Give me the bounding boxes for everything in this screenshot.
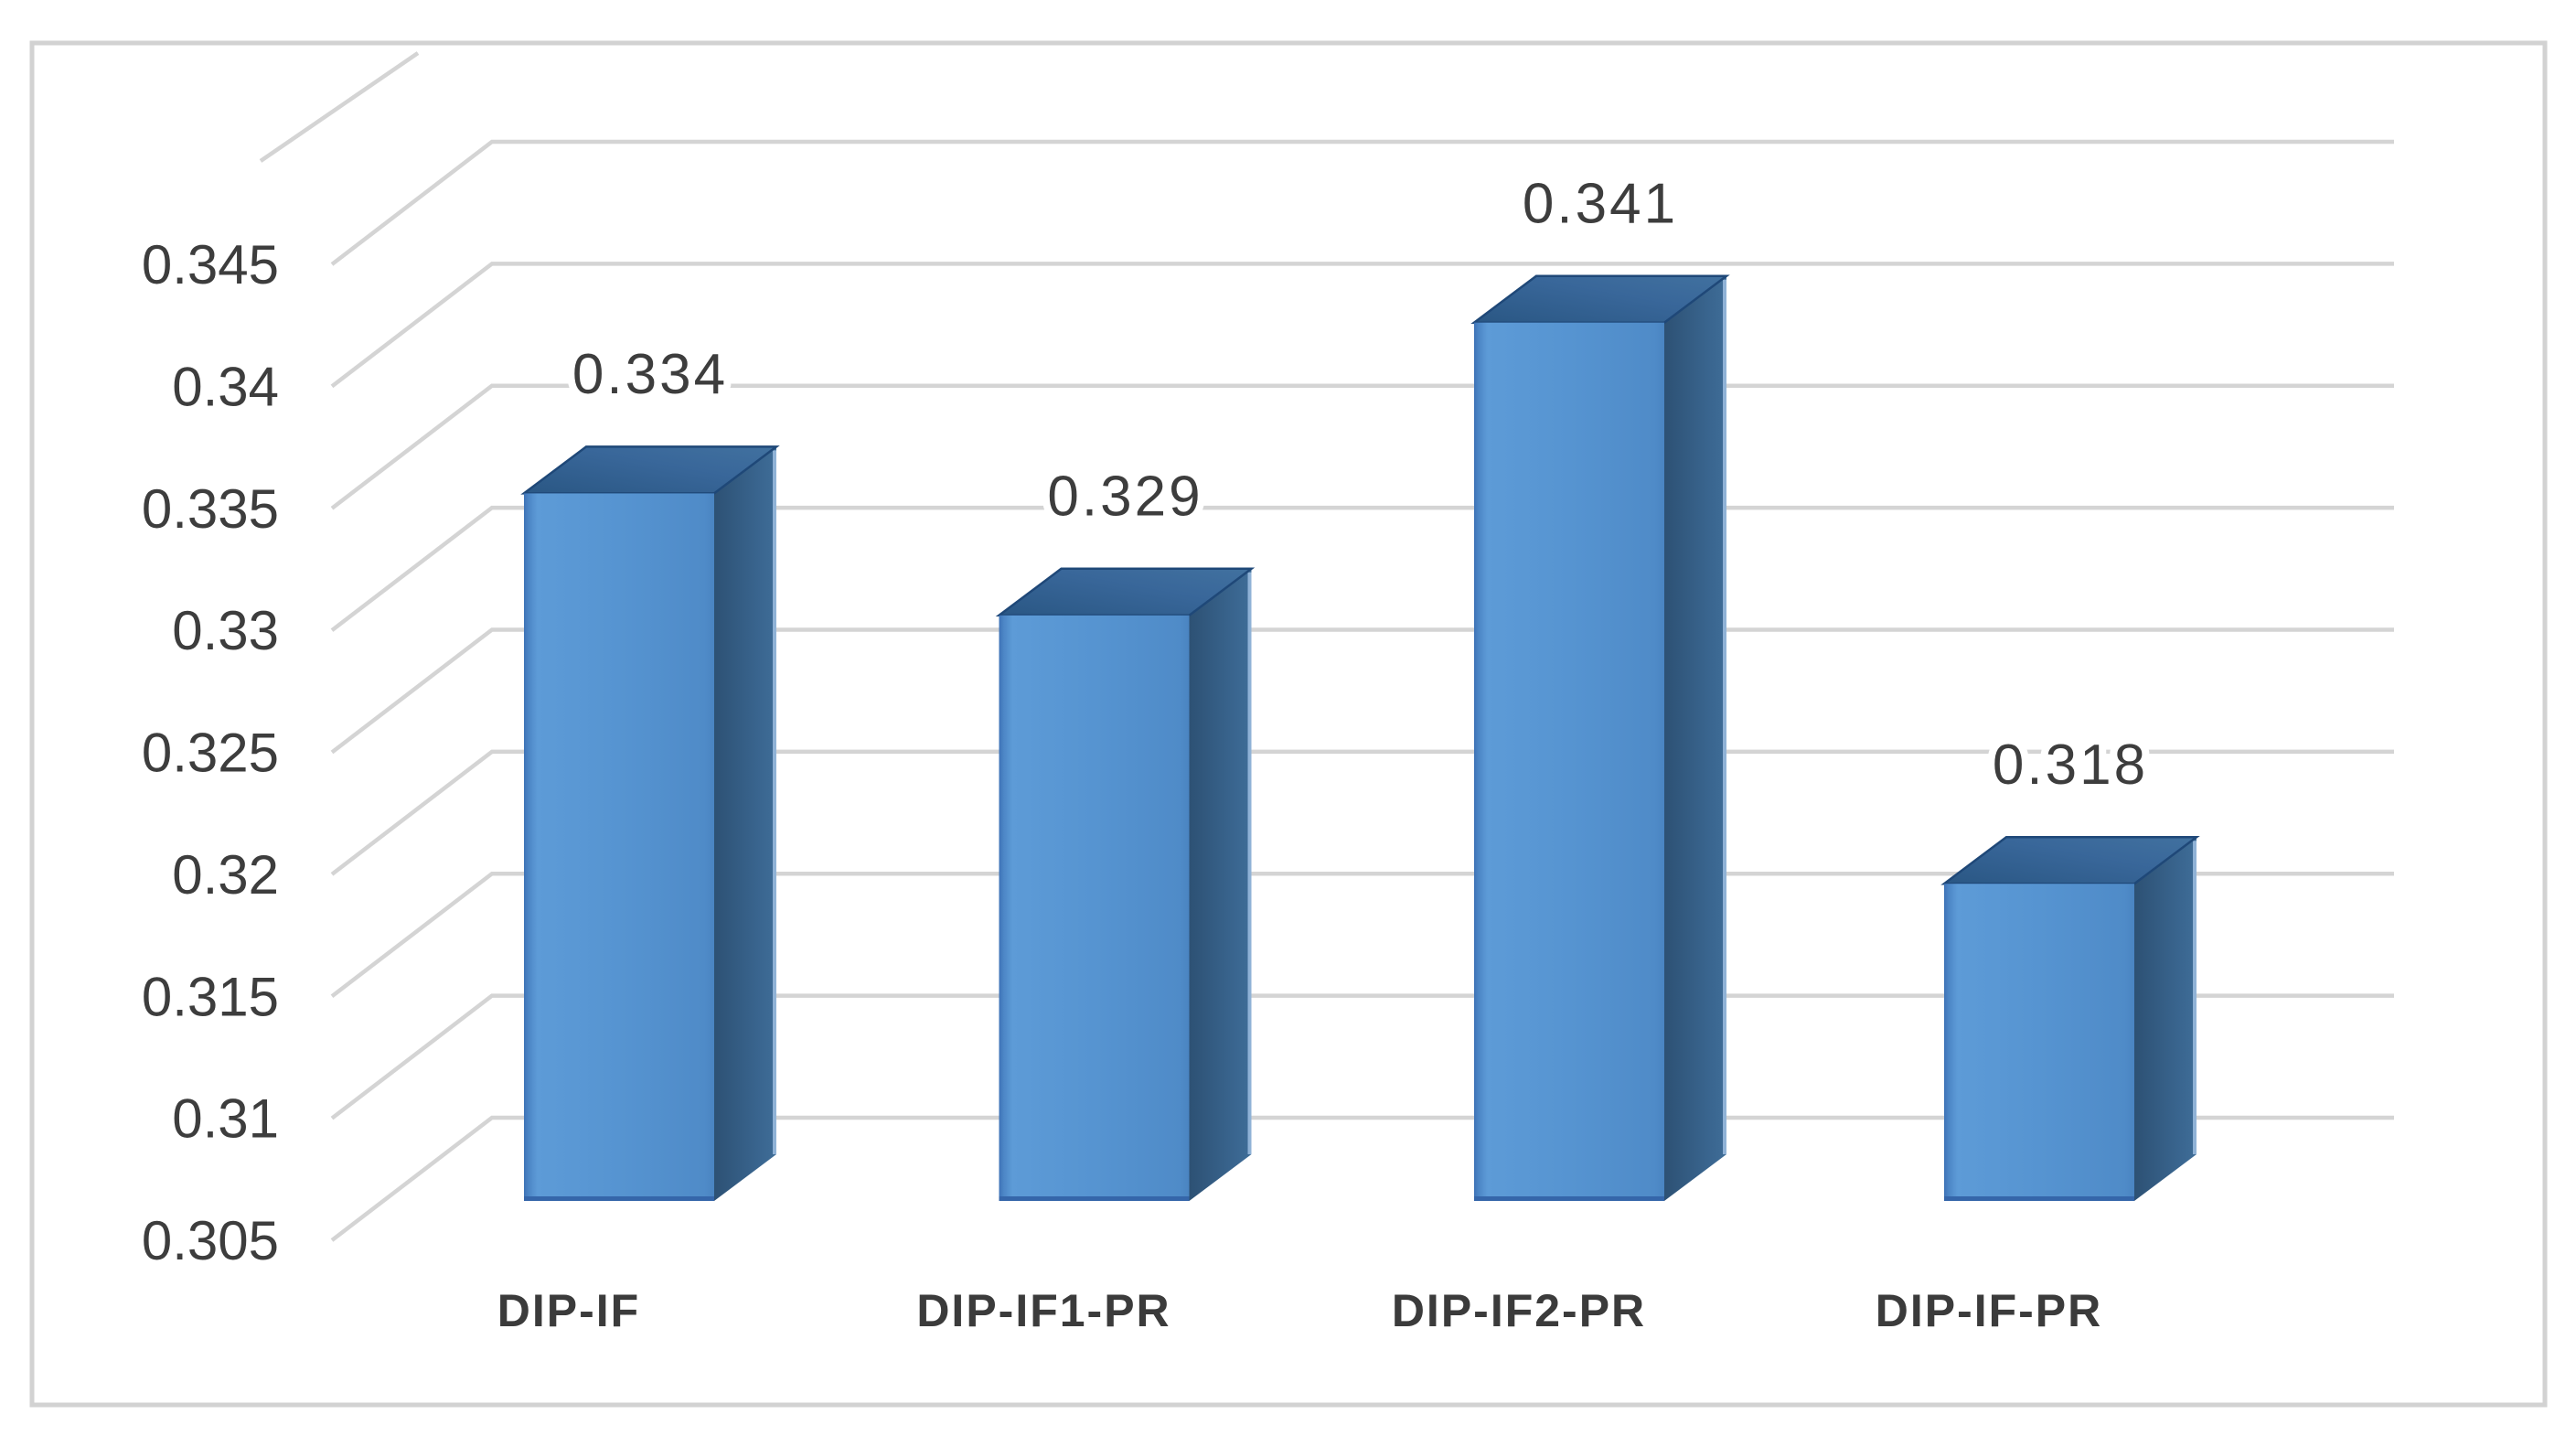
gridline bbox=[330, 1115, 2394, 1242]
bar-bottom-edge bbox=[1944, 1196, 2134, 1201]
y-axis-tick-labels: 0.345 0.34 0.335 0.33 0.325 0.32 0.315 0.31 0.30… bbox=[142, 234, 279, 1271]
gridline bbox=[330, 627, 2394, 755]
bar bbox=[520, 445, 780, 1201]
axis-tick-label: 0.345 bbox=[142, 234, 279, 295]
bar-side-face bbox=[714, 446, 776, 1201]
bar-side-face bbox=[2134, 837, 2197, 1201]
bar-front-face bbox=[524, 493, 714, 1201]
data-label: 0.334 bbox=[572, 343, 728, 406]
axis-tick-label: 0.335 bbox=[142, 478, 279, 540]
bar-bottom-edge bbox=[1474, 1196, 1664, 1201]
gridline bbox=[330, 505, 2394, 632]
category-label: DIP-IF-PR bbox=[1876, 1285, 2103, 1336]
gridline bbox=[330, 139, 2394, 266]
bar-side-face bbox=[1664, 275, 1726, 1201]
wall-top-edge bbox=[259, 51, 420, 163]
category-label: DIP-IF1-PR bbox=[916, 1285, 1170, 1336]
gridline bbox=[330, 749, 2394, 876]
bar-front-face bbox=[999, 615, 1190, 1201]
bar-front-face bbox=[1944, 884, 2134, 1201]
axis-tick-label: 0.33 bbox=[172, 600, 279, 661]
gridline bbox=[330, 993, 2394, 1120]
category-label: DIP-IF bbox=[497, 1285, 640, 1336]
bar bbox=[1940, 835, 2200, 1201]
bar-bottom-edge bbox=[524, 1196, 714, 1201]
x-axis-category-labels: DIP-IF DIP-IF1-PR DIP-IF2-PR DIP-IF-PR bbox=[497, 1285, 2103, 1336]
bar bbox=[1470, 274, 1730, 1201]
axis-tick-label: 0.305 bbox=[142, 1210, 279, 1271]
category-label: DIP-IF2-PR bbox=[1392, 1285, 1646, 1336]
wall-edge bbox=[259, 51, 420, 163]
bar-series bbox=[520, 274, 2200, 1201]
data-label: 0.341 bbox=[1523, 172, 1678, 235]
axis-tick-label: 0.31 bbox=[172, 1088, 279, 1150]
axis-tick-label: 0.34 bbox=[172, 356, 279, 417]
data-labels: 0.334 0.329 0.341 0.318 bbox=[565, 165, 2153, 804]
bar-front-face bbox=[1474, 322, 1664, 1201]
data-label: 0.318 bbox=[1993, 734, 2148, 797]
chart-area-border bbox=[29, 40, 2548, 1408]
axis-tick-label: 0.325 bbox=[142, 723, 279, 784]
axis-tick-label: 0.32 bbox=[172, 844, 279, 906]
axis-tick-label: 0.315 bbox=[142, 966, 279, 1027]
bar-side-face bbox=[1189, 568, 1252, 1201]
gridline bbox=[330, 262, 2394, 389]
gridline bbox=[330, 383, 2394, 510]
data-label: 0.329 bbox=[1047, 466, 1202, 529]
gridline bbox=[330, 872, 2394, 999]
gridlines bbox=[330, 139, 2394, 1242]
bar bbox=[995, 567, 1256, 1201]
bar-bottom-edge bbox=[999, 1196, 1190, 1201]
